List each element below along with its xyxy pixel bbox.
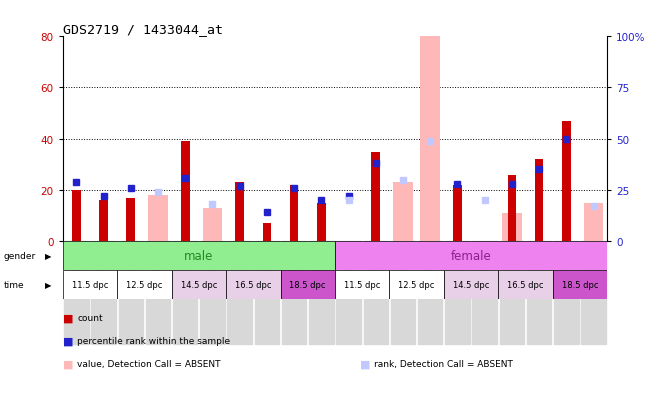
Text: 11.5 dpc: 11.5 dpc — [72, 280, 108, 290]
Bar — [72, 190, 81, 242]
Text: ■: ■ — [63, 358, 73, 368]
Bar — [508, 175, 516, 242]
Bar — [393, 183, 412, 242]
Bar — [444, 271, 498, 299]
Text: time: time — [3, 280, 24, 290]
Bar — [335, 242, 607, 271]
Bar — [200, 242, 224, 344]
Bar — [146, 242, 170, 344]
Bar — [502, 214, 521, 242]
Bar — [584, 203, 603, 242]
Bar — [337, 242, 361, 344]
Text: value, Detection Call = ABSENT: value, Detection Call = ABSENT — [77, 359, 220, 368]
Bar — [290, 185, 298, 242]
Bar — [317, 203, 325, 242]
Bar — [418, 242, 442, 344]
Bar — [181, 142, 189, 242]
Bar — [473, 242, 497, 344]
Bar — [173, 242, 197, 344]
Bar — [389, 271, 444, 299]
Text: count: count — [77, 313, 103, 323]
Text: male: male — [184, 249, 214, 263]
Bar — [119, 242, 143, 344]
Text: 14.5 dpc: 14.5 dpc — [181, 280, 217, 290]
Text: ▶: ▶ — [45, 280, 51, 290]
Bar — [453, 185, 462, 242]
Bar — [420, 37, 440, 242]
Bar — [63, 271, 117, 299]
Text: 12.5 dpc: 12.5 dpc — [399, 280, 435, 290]
Bar — [263, 224, 271, 242]
Bar — [498, 271, 553, 299]
Bar — [535, 160, 543, 242]
Bar — [226, 271, 280, 299]
Text: 18.5 dpc: 18.5 dpc — [290, 280, 326, 290]
Bar — [203, 209, 222, 242]
Bar — [148, 196, 168, 242]
Text: ■: ■ — [360, 358, 370, 368]
Bar — [63, 242, 335, 271]
Bar — [117, 271, 172, 299]
Bar — [172, 271, 226, 299]
Bar — [280, 271, 335, 299]
Bar — [527, 242, 551, 344]
Bar — [364, 242, 388, 344]
Text: 12.5 dpc: 12.5 dpc — [126, 280, 162, 290]
Bar — [553, 271, 607, 299]
Bar — [228, 242, 252, 344]
Text: 16.5 dpc: 16.5 dpc — [508, 280, 544, 290]
Bar — [391, 242, 415, 344]
Bar — [309, 242, 333, 344]
Text: GDS2719 / 1433044_at: GDS2719 / 1433044_at — [63, 23, 222, 36]
Bar — [500, 242, 524, 344]
Bar — [335, 271, 389, 299]
Text: female: female — [451, 249, 492, 263]
Text: rank, Detection Call = ABSENT: rank, Detection Call = ABSENT — [374, 359, 513, 368]
Text: ■: ■ — [63, 336, 73, 346]
Text: gender: gender — [3, 252, 36, 261]
Text: 16.5 dpc: 16.5 dpc — [235, 280, 271, 290]
Bar — [91, 242, 116, 344]
Bar — [64, 242, 88, 344]
Bar — [372, 152, 380, 242]
Bar — [99, 201, 108, 242]
Bar — [282, 242, 306, 344]
Bar — [446, 242, 470, 344]
Bar — [255, 242, 279, 344]
Bar — [581, 242, 606, 344]
Text: 14.5 dpc: 14.5 dpc — [453, 280, 489, 290]
Bar — [236, 183, 244, 242]
Text: 11.5 dpc: 11.5 dpc — [344, 280, 380, 290]
Text: percentile rank within the sample: percentile rank within the sample — [77, 336, 230, 345]
Text: ▶: ▶ — [45, 252, 51, 261]
Text: 18.5 dpc: 18.5 dpc — [562, 280, 598, 290]
Bar — [562, 121, 571, 242]
Text: ■: ■ — [63, 313, 73, 323]
Bar — [554, 242, 579, 344]
Bar — [127, 198, 135, 242]
